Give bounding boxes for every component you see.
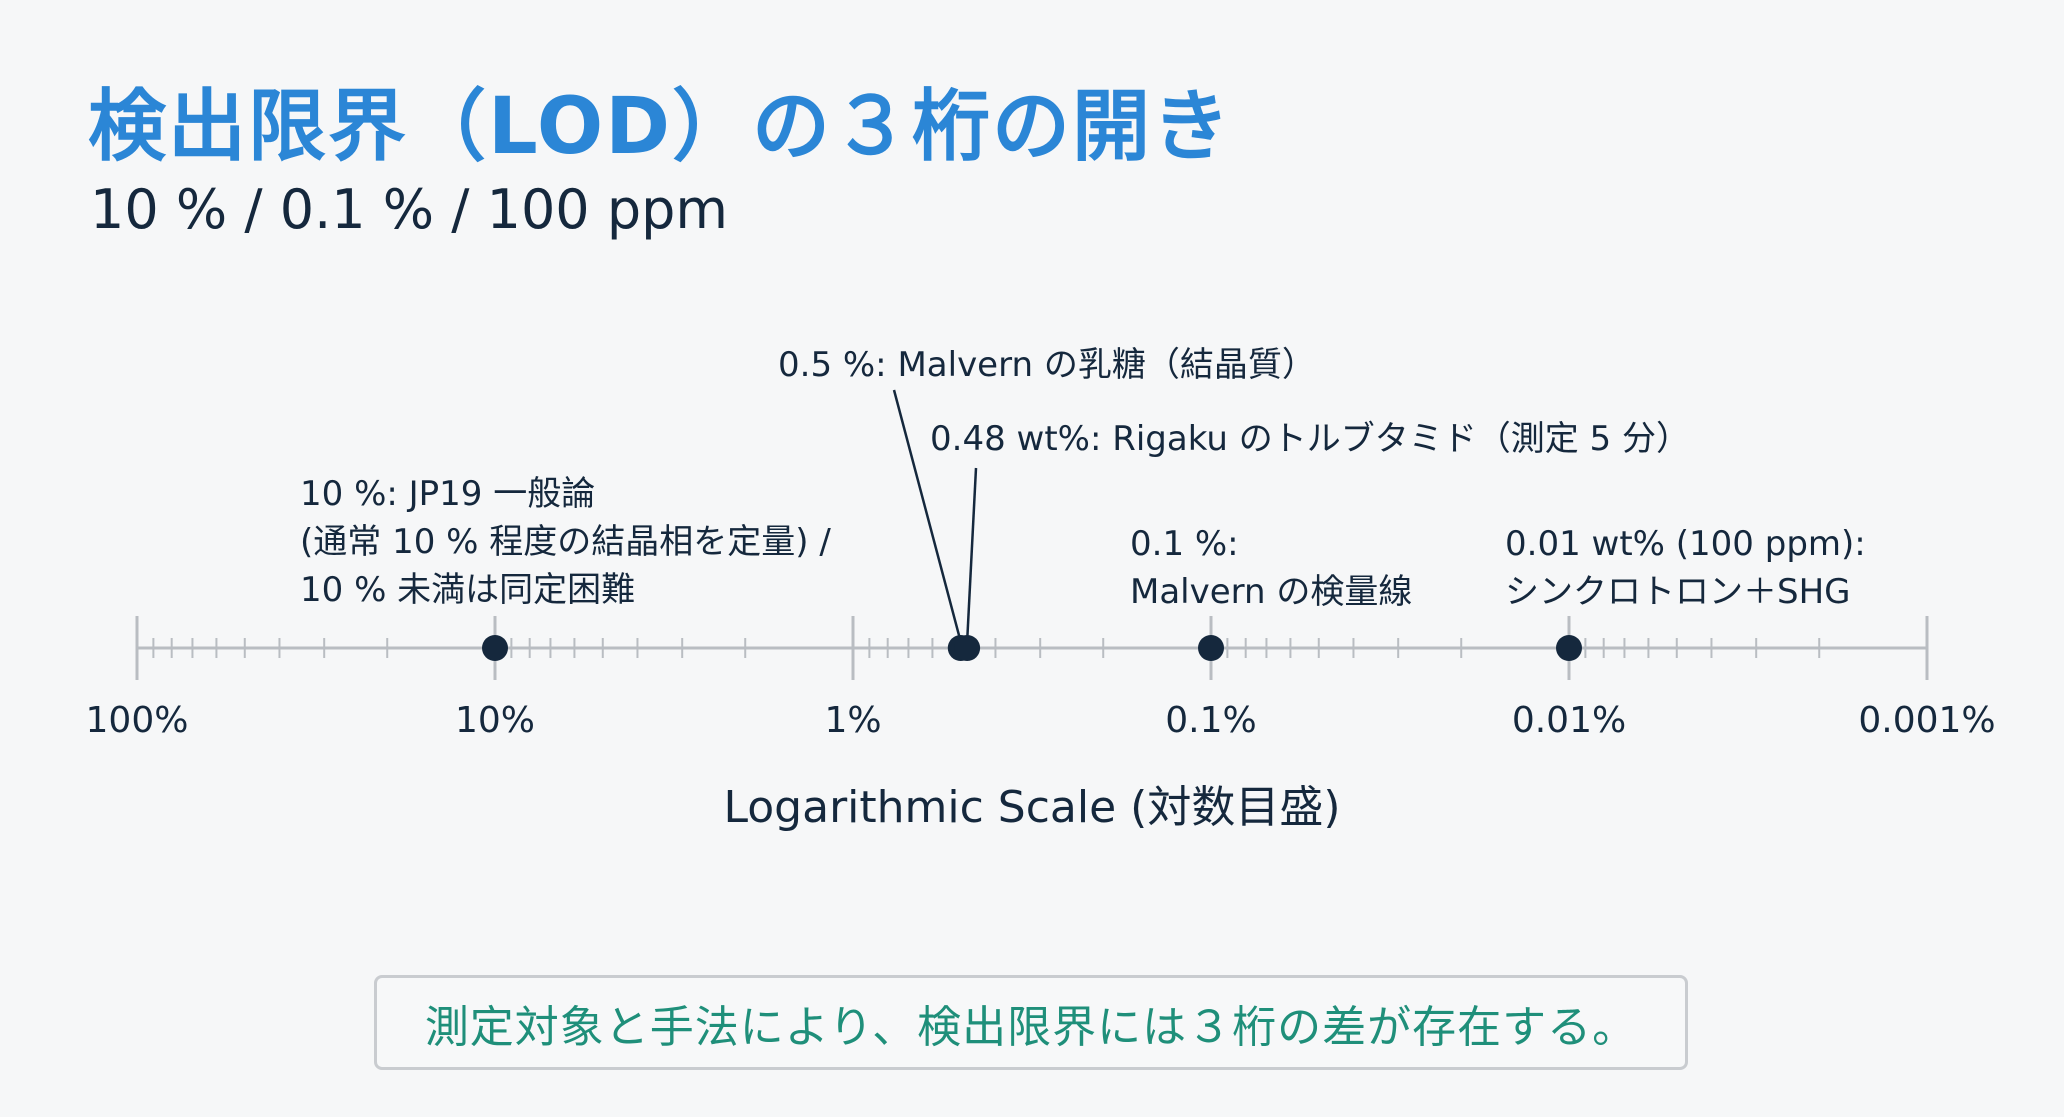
- point-label: 0.48 wt%: Rigaku のトルブタミド（測定 5 分）: [930, 419, 1690, 459]
- point-label: 10 % 未満は同定困難: [300, 570, 635, 610]
- data-point: [1198, 635, 1224, 661]
- tick-label: 0.1%: [1165, 700, 1256, 741]
- point-label: (通常 10 % 程度の結晶相を定量) /: [300, 522, 831, 562]
- tick-label: 10%: [455, 700, 535, 741]
- log-scale-chart: 100% 10% 1% 0.1% 0.01% 0.001% Logarithmic Scal…: [86, 345, 1996, 833]
- page-title: 検出限界（LOD）の３桁の開き: [88, 82, 1232, 172]
- data-point: [954, 635, 981, 661]
- leader-line: [892, 389, 962, 643]
- tick-label: 0.01%: [1512, 700, 1626, 741]
- tick-label: 100%: [86, 700, 189, 741]
- point-label: シンクロトロン＋SHG: [1505, 572, 1851, 612]
- page-subtitle: 10 % / 0.1 % / 100 ppm: [90, 178, 728, 241]
- summary-callout-text: 測定対象と手法により、検出限界には３桁の差が存在する。: [424, 1001, 1638, 1053]
- data-point: [482, 635, 508, 661]
- axis-title: Logarithmic Scale (対数目盛): [724, 782, 1341, 833]
- point-label: 0.5 %: Malvern の乳糖（結晶質）: [778, 345, 1316, 385]
- tick-label: 1%: [824, 700, 881, 741]
- point-label: 10 %: JP19 一般論: [300, 474, 595, 514]
- summary-callout: 測定対象と手法により、検出限界には３桁の差が存在する。: [374, 975, 1688, 1070]
- point-label: 0.1 %:: [1130, 524, 1239, 564]
- data-point: [1556, 635, 1582, 661]
- point-label: 0.01 wt% (100 ppm):: [1505, 524, 1866, 564]
- tick-label: 0.001%: [1858, 700, 1995, 741]
- leader-line: [965, 467, 978, 643]
- point-label: Malvern の検量線: [1130, 572, 1412, 612]
